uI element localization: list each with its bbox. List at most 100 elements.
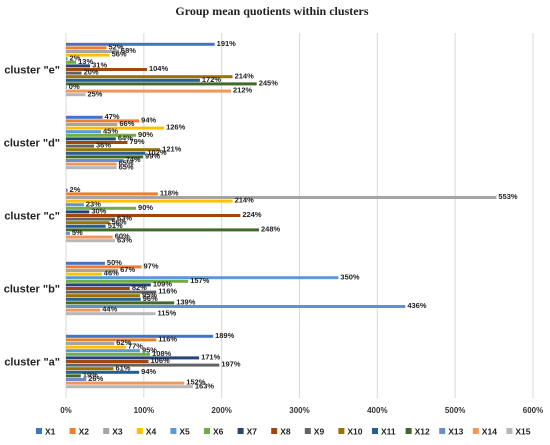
bar (66, 283, 151, 287)
bar (66, 42, 215, 46)
legend-swatch (69, 428, 76, 434)
bars (66, 42, 497, 389)
data-label: 63% (117, 235, 132, 244)
data-label: 96% (143, 294, 158, 303)
bar (66, 363, 220, 367)
data-label: 171% (201, 353, 221, 362)
data-label: 61% (115, 363, 130, 372)
bar (66, 148, 161, 152)
bar (66, 159, 124, 162)
bar (66, 360, 149, 363)
category-labels: cluster "e" cluster "d" cluster "c" cluster… (4, 65, 60, 369)
category-label: cluster "c" (4, 211, 60, 223)
bar (66, 334, 214, 338)
legend-swatch (36, 428, 42, 434)
bar (66, 294, 140, 298)
bar (66, 265, 142, 269)
bar (66, 166, 117, 170)
bar (66, 217, 116, 221)
bar (66, 367, 114, 371)
data-label: 77% (128, 342, 143, 351)
data-label: 106% (151, 356, 171, 365)
legend-label: X12 (415, 427, 430, 437)
legend-swatch (372, 428, 378, 434)
data-label: 214% (235, 71, 255, 80)
data-label: 56% (112, 50, 127, 59)
bar (66, 279, 189, 283)
bar (66, 232, 70, 235)
bar (66, 192, 158, 196)
data-label: 25% (87, 89, 102, 98)
bar (66, 349, 140, 353)
data-label: 0% (69, 82, 80, 91)
data-label: 436% (407, 301, 427, 310)
bar (66, 210, 90, 214)
data-label: 67% (120, 265, 135, 274)
data-label: 189% (215, 331, 235, 340)
data-label: 157% (190, 276, 210, 285)
legend-swatch (506, 428, 513, 434)
data-label: 26% (88, 374, 103, 383)
bar (66, 235, 113, 239)
x-tick-label: 500% (445, 406, 465, 415)
bar (66, 82, 257, 86)
legend-label: X15 (515, 427, 530, 437)
data-label: 126% (166, 123, 186, 132)
legend-label: X14 (482, 427, 497, 437)
data-label: 66% (119, 119, 134, 128)
data-label: 46% (104, 269, 119, 278)
data-label: 2% (70, 53, 81, 62)
data-label: 19% (83, 371, 98, 380)
x-tick-label: 200% (211, 406, 231, 415)
data-label: 50% (107, 258, 122, 267)
category-label: cluster "a" (4, 357, 60, 369)
bar (66, 338, 157, 342)
data-label: 52% (108, 43, 123, 52)
legend-label: X5 (179, 427, 190, 437)
data-label: 30% (91, 207, 106, 216)
data-label: 99% (145, 152, 160, 161)
data-label: 68% (121, 46, 136, 55)
data-label: 60% (115, 232, 130, 241)
data-label: 62% (116, 338, 131, 347)
data-label: 197% (221, 360, 241, 369)
bar (66, 60, 77, 64)
x-axis-ticks: 0% 100% 200% 300% 400% 500% 600% (60, 406, 543, 415)
bar (66, 119, 140, 123)
data-label: 152% (186, 378, 206, 387)
legend-label: X9 (314, 427, 325, 437)
data-label: 102% (147, 148, 167, 157)
bar (66, 162, 117, 166)
legend-swatch (304, 428, 311, 434)
bar (66, 239, 116, 243)
bar (66, 276, 339, 280)
bar (66, 374, 81, 378)
x-tick-label: 300% (289, 406, 309, 415)
legend-label: X13 (448, 427, 463, 437)
bar (66, 370, 140, 374)
legend-label: X1 (45, 427, 56, 437)
data-label: 245% (259, 79, 279, 88)
bar (66, 305, 406, 308)
chart-title: Group mean quotients within clusters (175, 4, 368, 18)
category-label: cluster "b" (4, 284, 60, 296)
data-label: 45% (103, 126, 118, 135)
data-label: 36% (96, 141, 111, 150)
data-label: 63% (117, 214, 132, 223)
bar (66, 378, 87, 381)
legend-label: X3 (112, 427, 123, 437)
data-label: 56% (112, 217, 127, 226)
legend-swatch (472, 428, 479, 434)
legend-label: X11 (381, 427, 396, 437)
x-tick-label: 600% (523, 406, 543, 415)
legend-label: X4 (146, 427, 157, 437)
bar (66, 151, 146, 155)
legend: X1 X2 X3 X4 X5 X6 X7 X8 X9 X10 X11 X12 X13 X14 X15 (36, 427, 531, 437)
bar (66, 93, 86, 97)
x-tick-label: 0% (60, 406, 72, 415)
data-label: 94% (141, 367, 156, 376)
data-label: 121% (162, 144, 182, 153)
legend-swatch (136, 428, 143, 434)
legend-swatch (103, 428, 110, 434)
data-label: 115% (158, 308, 177, 317)
